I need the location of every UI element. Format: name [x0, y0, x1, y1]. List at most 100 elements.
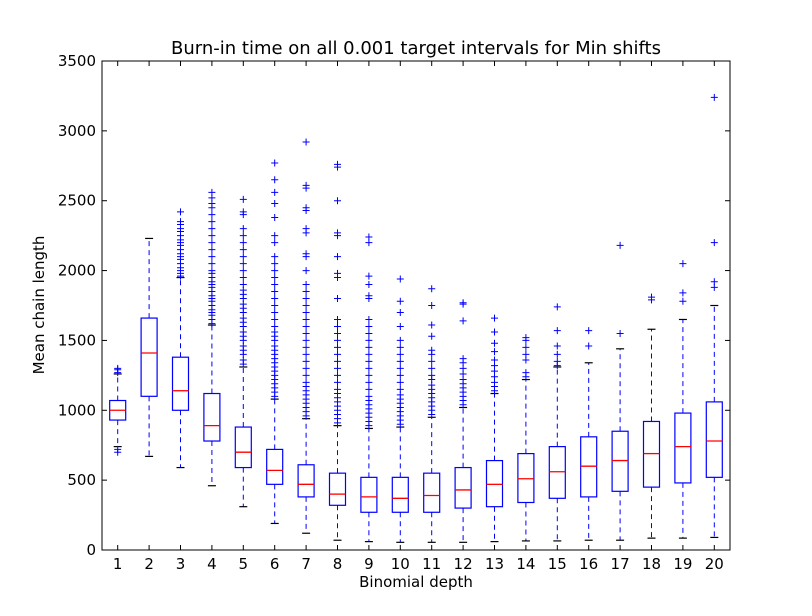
outlier-point — [365, 350, 373, 358]
outlier-point — [271, 232, 279, 240]
outlier-point — [522, 369, 530, 377]
x-tick-label: 15 — [548, 555, 567, 573]
outlier-point — [208, 260, 216, 268]
outlier-point — [553, 303, 561, 311]
outlier-point — [271, 188, 279, 196]
box-iqr — [423, 472, 441, 513]
outlier-point — [679, 297, 687, 305]
outlier-point — [302, 267, 310, 275]
box-iqr — [642, 420, 661, 488]
outlier-point — [396, 385, 404, 393]
outlier-point — [522, 343, 530, 351]
box-group-16 — [580, 327, 598, 541]
outlier-point — [334, 336, 341, 344]
outlier-point — [365, 371, 373, 379]
outlier-point — [491, 339, 498, 347]
x-axis-label: Binomial depth — [359, 573, 473, 591]
box-iqr — [548, 446, 566, 499]
outlier-point — [459, 299, 467, 307]
box-iqr — [517, 452, 535, 504]
outlier-point — [428, 357, 436, 365]
outlier-point — [396, 357, 404, 365]
box-group-17 — [611, 241, 629, 541]
outlier-point — [365, 378, 373, 386]
outlier-point — [428, 321, 436, 329]
x-tick-label: 6 — [270, 555, 280, 573]
outlier-point — [365, 343, 373, 351]
box-group-10 — [391, 275, 409, 543]
outlier-point — [491, 348, 498, 356]
outlier-point — [365, 364, 373, 372]
x-tick-label: 9 — [364, 555, 374, 573]
axes-frame — [101, 60, 731, 551]
box-group-11 — [423, 285, 441, 543]
box-group-14 — [517, 334, 535, 542]
outlier-point — [396, 322, 404, 330]
box-group-3 — [171, 208, 190, 469]
outlier-point — [396, 336, 404, 344]
box-group-12 — [454, 299, 472, 543]
outlier-point — [365, 272, 373, 280]
y-axis-ticks: 0 500 1000 1500 2000 2500 3000 3500 — [58, 52, 730, 559]
outlier-point — [616, 329, 624, 337]
outlier-point — [271, 274, 279, 282]
outlier-point — [302, 302, 310, 309]
outlier-point — [302, 295, 310, 303]
outlier-point — [271, 200, 279, 208]
outlier-point — [491, 314, 498, 322]
outlier-point — [396, 343, 404, 351]
outlier-point — [396, 350, 404, 358]
outlier-point — [428, 332, 436, 340]
outlier-point — [710, 93, 718, 101]
box-group-19 — [674, 260, 692, 539]
box-iqr — [611, 430, 629, 492]
outlier-point — [302, 329, 310, 337]
outlier-point — [239, 208, 247, 216]
outlier-point — [239, 195, 247, 203]
outlier-point — [271, 302, 279, 309]
outlier-point — [271, 260, 279, 268]
outlier-point — [365, 336, 373, 344]
x-tick-label: 4 — [207, 555, 217, 573]
outlier-point — [334, 315, 341, 323]
box-group-18 — [642, 293, 661, 539]
outlier-point — [271, 315, 279, 323]
outlier-point — [334, 229, 341, 237]
outlier-point — [428, 302, 436, 309]
outlier-point — [208, 211, 216, 219]
outlier-point — [239, 281, 247, 289]
outlier-point — [302, 204, 310, 212]
box-group-4 — [203, 188, 221, 487]
outlier-point — [585, 327, 593, 335]
outlier-point — [271, 176, 279, 184]
outlier-point — [302, 281, 310, 289]
outlier-point — [396, 364, 404, 372]
box-iqr — [360, 476, 378, 513]
outlier-point — [334, 343, 341, 351]
y-tick-label: 0 — [86, 541, 96, 559]
x-tick-label: 12 — [454, 555, 473, 573]
outlier-point — [334, 253, 341, 261]
box-group-7 — [297, 138, 315, 534]
x-tick-label: 3 — [176, 555, 186, 573]
outlier-point — [648, 293, 655, 301]
outlier-point — [334, 371, 341, 379]
box-group-5 — [234, 195, 252, 508]
outlier-point — [239, 253, 247, 261]
x-tick-label: 16 — [579, 555, 598, 573]
box-group-9 — [360, 233, 378, 543]
outlier-point — [428, 364, 436, 372]
outlier-point — [710, 278, 718, 286]
outlier-point — [271, 281, 279, 289]
outlier-point — [334, 197, 341, 205]
outlier-point — [177, 218, 184, 226]
outlier-point — [271, 295, 279, 303]
box-iqr — [297, 464, 315, 498]
outlier-point — [208, 232, 216, 240]
outlier-point — [302, 308, 310, 316]
outlier-point — [302, 336, 310, 344]
box-iqr — [203, 392, 221, 442]
x-tick-label: 1 — [113, 555, 123, 573]
box-iqr — [705, 401, 723, 478]
